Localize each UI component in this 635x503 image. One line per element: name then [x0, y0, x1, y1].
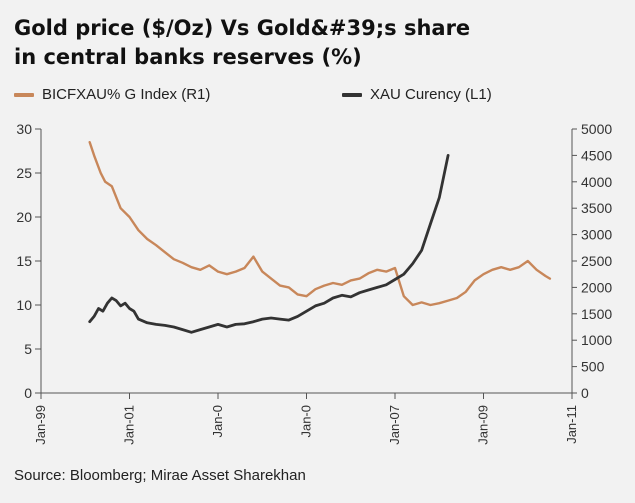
y-right-tick-label: 4500: [581, 147, 612, 163]
y-left-tick-label: 25: [16, 165, 32, 181]
legend-item-bicfxau: BICFXAU% G Index (R1): [14, 86, 210, 103]
y-right-tick-label: 500: [581, 359, 605, 375]
chart-series: [88, 141, 552, 334]
y-left-tick-label: 30: [16, 121, 32, 137]
legend-label-xau: XAU Curency (L1): [370, 86, 492, 103]
x-tick-label: Jan-01: [122, 405, 137, 445]
legend-label-bicfxau: BICFXAU% G Index (R1): [42, 86, 211, 103]
x-tick-label: Jan-99: [33, 405, 48, 445]
chart-axes: 0 5 10 15 20 25 30 0 500 1000 1500 2000 2500 3000 3500…: [16, 121, 612, 445]
y-right-tick-label: 2000: [581, 279, 612, 295]
x-tick-label: Jan-11: [564, 405, 579, 444]
legend: BICFXAU% G Index (R1) XAU Curency (L1): [14, 86, 624, 108]
y-left-tick-label: 15: [16, 253, 32, 269]
y-right-tick-label: 4000: [581, 174, 612, 190]
y-right-tick-label: 3000: [581, 227, 612, 243]
y-left-tick-label: 0: [24, 385, 32, 401]
series-line-bicfxau: [88, 141, 552, 307]
y-right-tick-label: 1000: [581, 332, 612, 348]
x-tick-label: Jan-0: [210, 405, 225, 438]
legend-item-xau: XAU Curency (L1): [342, 86, 492, 103]
title-line-1: Gold price ($/Oz) Vs Gold&#39;s share: [14, 16, 471, 40]
source-note: Source: Bloomberg; Mirae Asset Sharekhan: [14, 467, 306, 484]
chart-title: Gold price ($/Oz) Vs Gold&#39;s share in…: [14, 14, 624, 72]
y-right-tick-label: 0: [581, 385, 589, 401]
series-line-xau: [88, 154, 450, 334]
line-chart: 0 5 10 15 20 25 30 0 500 1000 1500 2000 2500 3000 3500…: [16, 121, 612, 445]
y-right-tick-label: 1500: [581, 306, 612, 322]
legend-swatch-xau: [342, 92, 362, 97]
y-left-tick-label: 10: [16, 297, 32, 313]
y-right-tick-label: 3500: [581, 200, 612, 216]
y-left-tick-label: 20: [16, 209, 32, 225]
title-line-2: in central banks reserves (%): [14, 45, 362, 69]
y-left-tick-label: 5: [24, 341, 32, 357]
x-tick-label: Jan-09: [476, 405, 491, 445]
y-right-tick-label: 2500: [581, 253, 612, 269]
x-tick-label: Jan-0: [299, 405, 314, 438]
y-right-tick-label: 5000: [581, 121, 612, 137]
legend-swatch-bicfxau: [14, 92, 34, 97]
x-tick-label: Jan-07: [387, 405, 402, 445]
